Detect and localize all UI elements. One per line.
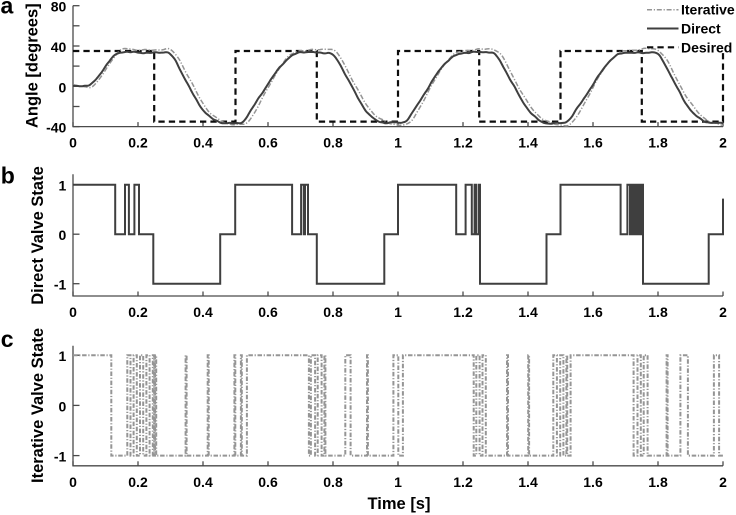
- svg-text:1.4: 1.4: [518, 474, 538, 490]
- svg-text:0.2: 0.2: [128, 135, 148, 151]
- svg-text:1.8: 1.8: [648, 304, 668, 320]
- svg-text:0.2: 0.2: [128, 474, 148, 490]
- svg-text:1.6: 1.6: [583, 135, 603, 151]
- svg-text:Direct: Direct: [681, 21, 721, 37]
- svg-text:2: 2: [719, 474, 727, 490]
- svg-text:0.6: 0.6: [258, 304, 278, 320]
- svg-text:1.8: 1.8: [648, 135, 668, 151]
- svg-text:1.2: 1.2: [453, 135, 473, 151]
- svg-text:0: 0: [69, 135, 77, 151]
- svg-text:1: 1: [59, 348, 67, 364]
- svg-text:0.8: 0.8: [323, 474, 343, 490]
- svg-text:0.4: 0.4: [193, 135, 213, 151]
- svg-text:1.8: 1.8: [648, 474, 668, 490]
- svg-text:0.8: 0.8: [323, 304, 343, 320]
- svg-text:1: 1: [394, 304, 402, 320]
- svg-text:b: b: [1, 163, 15, 189]
- svg-text:-1: -1: [54, 277, 67, 293]
- svg-text:Iterative Valve State: Iterative Valve State: [29, 328, 47, 483]
- svg-text:1: 1: [59, 178, 67, 194]
- svg-text:Angle [degrees]: Angle [degrees]: [24, 3, 42, 128]
- svg-text:1.4: 1.4: [518, 135, 538, 151]
- svg-text:Time [s]: Time [s]: [368, 495, 431, 513]
- svg-text:2: 2: [719, 135, 727, 151]
- svg-text:Direct Valve State: Direct Valve State: [29, 166, 47, 305]
- svg-text:1: 1: [394, 135, 402, 151]
- svg-text:0: 0: [59, 398, 67, 414]
- svg-text:-40: -40: [46, 120, 66, 136]
- svg-text:80: 80: [51, 0, 67, 15]
- svg-text:0.6: 0.6: [258, 474, 278, 490]
- svg-text:a: a: [1, 0, 14, 19]
- svg-text:Desired: Desired: [681, 39, 732, 55]
- svg-text:2: 2: [719, 304, 727, 320]
- svg-text:0: 0: [59, 79, 67, 95]
- svg-text:0.8: 0.8: [323, 135, 343, 151]
- svg-text:1.4: 1.4: [518, 304, 538, 320]
- svg-text:40: 40: [51, 39, 67, 55]
- svg-text:1.2: 1.2: [453, 304, 473, 320]
- svg-text:1: 1: [394, 474, 402, 490]
- svg-text:0.6: 0.6: [258, 135, 278, 151]
- svg-text:-1: -1: [54, 449, 67, 465]
- svg-text:0: 0: [59, 227, 67, 243]
- svg-text:0: 0: [69, 304, 77, 320]
- svg-text:1.6: 1.6: [583, 304, 603, 320]
- svg-text:c: c: [1, 326, 14, 352]
- svg-text:0.2: 0.2: [128, 304, 148, 320]
- svg-text:1.2: 1.2: [453, 474, 473, 490]
- svg-text:0.4: 0.4: [193, 474, 213, 490]
- svg-text:0.4: 0.4: [193, 304, 213, 320]
- svg-text:0: 0: [69, 474, 77, 490]
- svg-text:1.6: 1.6: [583, 474, 603, 490]
- svg-text:Iterative: Iterative: [681, 2, 735, 18]
